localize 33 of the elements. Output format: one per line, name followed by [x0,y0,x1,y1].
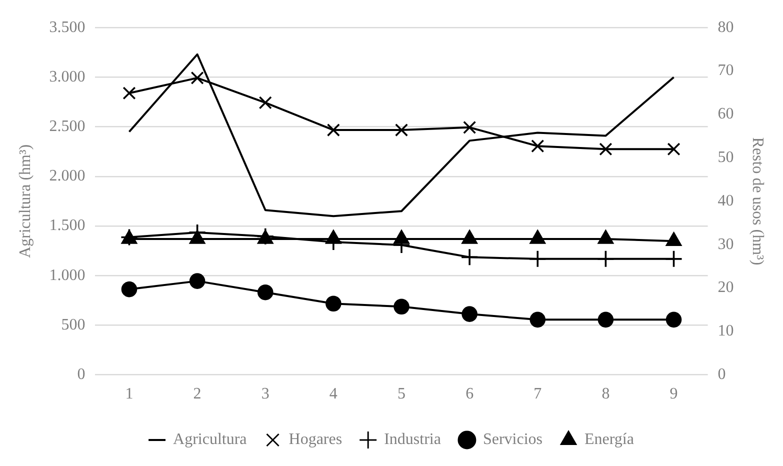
x-tick-label: 1 [125,386,134,403]
x-tick-label: 7 [534,386,542,403]
y-tick-label: 1.000 [49,266,86,284]
y-tick-label: 2.500 [49,118,86,136]
y-tick-label: 3.500 [49,18,86,36]
x-tick-label: 9 [670,386,678,403]
y2-tick-label: 30 [718,236,734,253]
y2-tick-label: 70 [718,62,734,80]
x-tick-label: 3 [261,386,270,403]
legend-label: Industria [384,431,441,448]
y2-tick-label: 10 [718,322,734,340]
x-tick-label: 2 [193,386,202,403]
legend-label: Hogares [288,431,342,448]
x-tick-label: 8 [602,386,610,403]
legend-label: Energía [584,431,634,448]
y-tick-label: 3.000 [49,68,86,86]
y2-tick-label: 80 [718,18,734,36]
y-axis-title: Agricultura (hm³) [16,144,34,258]
y-tick-label: 1.500 [49,217,86,234]
y-tick-label: 500 [61,316,86,334]
y2-tick-label: 0 [718,366,726,384]
x-tick-label: 4 [329,386,338,403]
y-tick-label: 2.000 [49,168,86,185]
legend-label: Agricultura [173,431,247,448]
x-tick-label: 5 [398,386,406,403]
y2-axis-title: Resto de usos (hm³) [749,137,766,266]
y2-tick-label: 60 [718,106,734,123]
y2-tick-label: 40 [718,192,734,210]
y-tick-label: 0 [77,366,86,384]
y2-tick-label: 50 [718,149,734,166]
x-tick-label: 6 [466,386,474,403]
y2-tick-label: 20 [718,279,734,296]
legend-label: Servicios [482,431,543,448]
